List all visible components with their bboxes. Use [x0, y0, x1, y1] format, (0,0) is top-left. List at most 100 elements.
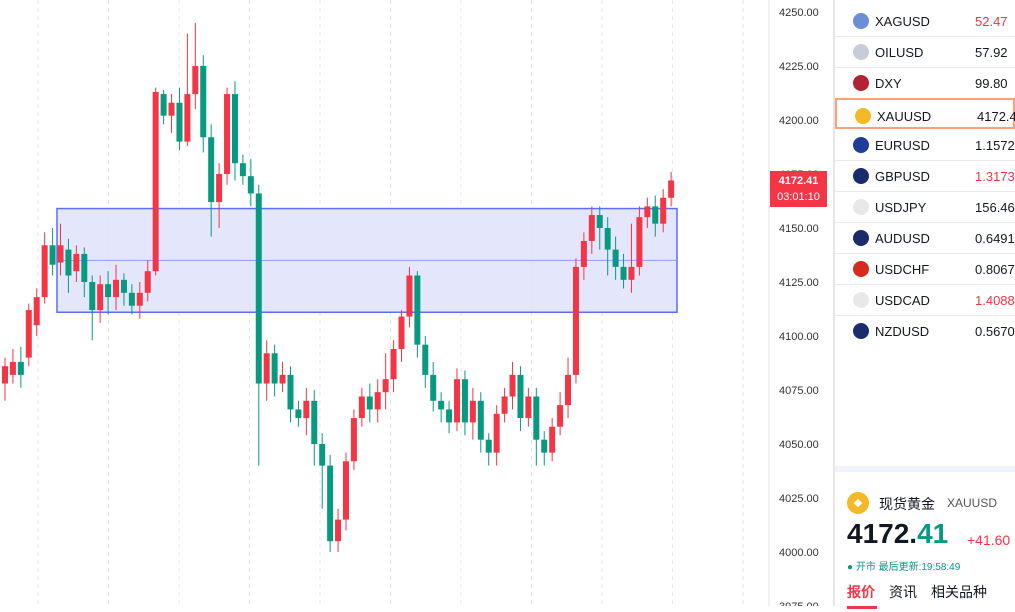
candle[interactable] — [231, 81, 238, 181]
panel-divider[interactable] — [833, 0, 835, 606]
candle[interactable] — [247, 158, 254, 207]
candle[interactable] — [446, 400, 453, 434]
price-chart[interactable]: 4250.004225.004200.004175.004150.004125.… — [0, 0, 833, 606]
candle[interactable] — [541, 431, 548, 466]
candle[interactable] — [319, 433, 326, 509]
watchlist-row-nzdusd[interactable]: NZDUSD 0.5670 — [835, 315, 1015, 346]
candle[interactable] — [596, 206, 603, 250]
candle[interactable] — [557, 392, 564, 436]
candle[interactable] — [461, 370, 468, 436]
candle[interactable] — [113, 264, 120, 311]
candle[interactable] — [430, 361, 437, 412]
candle[interactable] — [97, 275, 104, 324]
candle[interactable] — [350, 409, 357, 470]
candle[interactable] — [176, 87, 183, 151]
candle[interactable] — [65, 238, 72, 293]
candle[interactable] — [279, 361, 286, 393]
candle[interactable] — [327, 454, 334, 552]
candle[interactable] — [224, 87, 231, 185]
candle[interactable] — [25, 303, 32, 367]
candle[interactable] — [438, 392, 445, 423]
candle[interactable] — [184, 33, 191, 146]
candle[interactable] — [160, 89, 167, 125]
candle[interactable] — [9, 348, 16, 384]
candle[interactable] — [485, 433, 492, 466]
candle[interactable] — [49, 228, 56, 276]
candle[interactable] — [311, 390, 318, 466]
candle[interactable] — [255, 184, 262, 466]
candle[interactable] — [81, 247, 88, 298]
candle[interactable] — [366, 383, 373, 423]
candle[interactable] — [454, 368, 461, 432]
candle[interactable] — [168, 94, 175, 133]
candle[interactable] — [200, 55, 207, 153]
candle[interactable] — [271, 344, 278, 397]
candle[interactable] — [335, 508, 342, 552]
candle[interactable] — [588, 206, 595, 254]
candle[interactable] — [287, 366, 294, 423]
candle[interactable] — [128, 284, 135, 315]
candle[interactable] — [208, 124, 215, 237]
candle[interactable] — [390, 340, 397, 393]
candle[interactable] — [660, 189, 667, 233]
candle[interactable] — [152, 87, 159, 276]
watchlist-row-oilusd[interactable]: OILUSD 57.92 — [835, 36, 1015, 68]
candle[interactable] — [57, 223, 64, 276]
candle[interactable] — [501, 387, 508, 423]
candle[interactable] — [668, 171, 675, 207]
candle[interactable] — [652, 195, 659, 237]
candle[interactable] — [509, 361, 516, 410]
watchlist-row-xauusd[interactable]: XAUUSD 4172.41 — [835, 98, 1015, 129]
candle[interactable] — [263, 340, 270, 401]
candle[interactable] — [105, 271, 112, 315]
candle[interactable] — [73, 245, 80, 282]
candle[interactable] — [422, 336, 429, 388]
candle[interactable] — [398, 310, 405, 362]
candle[interactable] — [303, 387, 310, 436]
watchlist-row-usdchf[interactable]: USDCHF 0.8067 — [835, 253, 1015, 285]
watchlist-row-audusd[interactable]: AUDUSD 0.6491 — [835, 222, 1015, 254]
candle[interactable] — [414, 271, 421, 358]
candle[interactable] — [620, 253, 627, 289]
watchlist-row-usdjpy[interactable]: USDJPY 156.46 — [835, 191, 1015, 223]
watchlist-row-dxy[interactable]: DXY 99.80 — [835, 67, 1015, 99]
candle[interactable] — [136, 282, 143, 319]
candle[interactable] — [374, 379, 381, 423]
watchlist-row-xagusd[interactable]: XAGUSD 52.47 — [835, 5, 1015, 37]
candle[interactable] — [636, 206, 643, 276]
tab-news[interactable]: 资讯 — [889, 584, 917, 600]
watchlist-row-usdcad[interactable]: USDCAD 1.4088 — [835, 284, 1015, 316]
candle[interactable] — [382, 353, 389, 410]
candle[interactable] — [572, 258, 579, 384]
candle[interactable] — [239, 154, 246, 185]
candle[interactable] — [477, 392, 484, 453]
candle[interactable] — [33, 288, 40, 336]
candle[interactable] — [549, 418, 556, 462]
candle[interactable] — [644, 197, 651, 228]
candle[interactable] — [580, 232, 587, 280]
tab-related[interactable]: 相关品种 — [931, 584, 987, 600]
candle[interactable] — [517, 366, 524, 432]
candle[interactable] — [604, 217, 611, 276]
candle[interactable] — [525, 387, 532, 427]
candle[interactable] — [628, 223, 635, 293]
candle[interactable] — [2, 357, 8, 401]
watchlist-row-eurusd[interactable]: EURUSD 1.1572 — [835, 129, 1015, 161]
candle[interactable] — [41, 232, 48, 304]
candle[interactable] — [144, 260, 151, 302]
tab-quote[interactable]: 报价 — [847, 584, 875, 600]
candle[interactable] — [612, 236, 619, 280]
watchlist-row-gbpusd[interactable]: GBPUSD 1.3173 — [835, 160, 1015, 192]
candle[interactable] — [406, 266, 413, 328]
candle[interactable] — [533, 387, 540, 466]
candle[interactable] — [342, 452, 349, 531]
candle[interactable] — [89, 275, 96, 341]
candle[interactable] — [565, 357, 572, 419]
candle[interactable] — [358, 387, 365, 427]
candle[interactable] — [469, 387, 476, 440]
candle[interactable] — [216, 163, 223, 228]
candle[interactable] — [493, 405, 500, 466]
candle[interactable] — [295, 400, 302, 427]
candle[interactable] — [120, 273, 127, 306]
candle[interactable] — [192, 22, 199, 110]
